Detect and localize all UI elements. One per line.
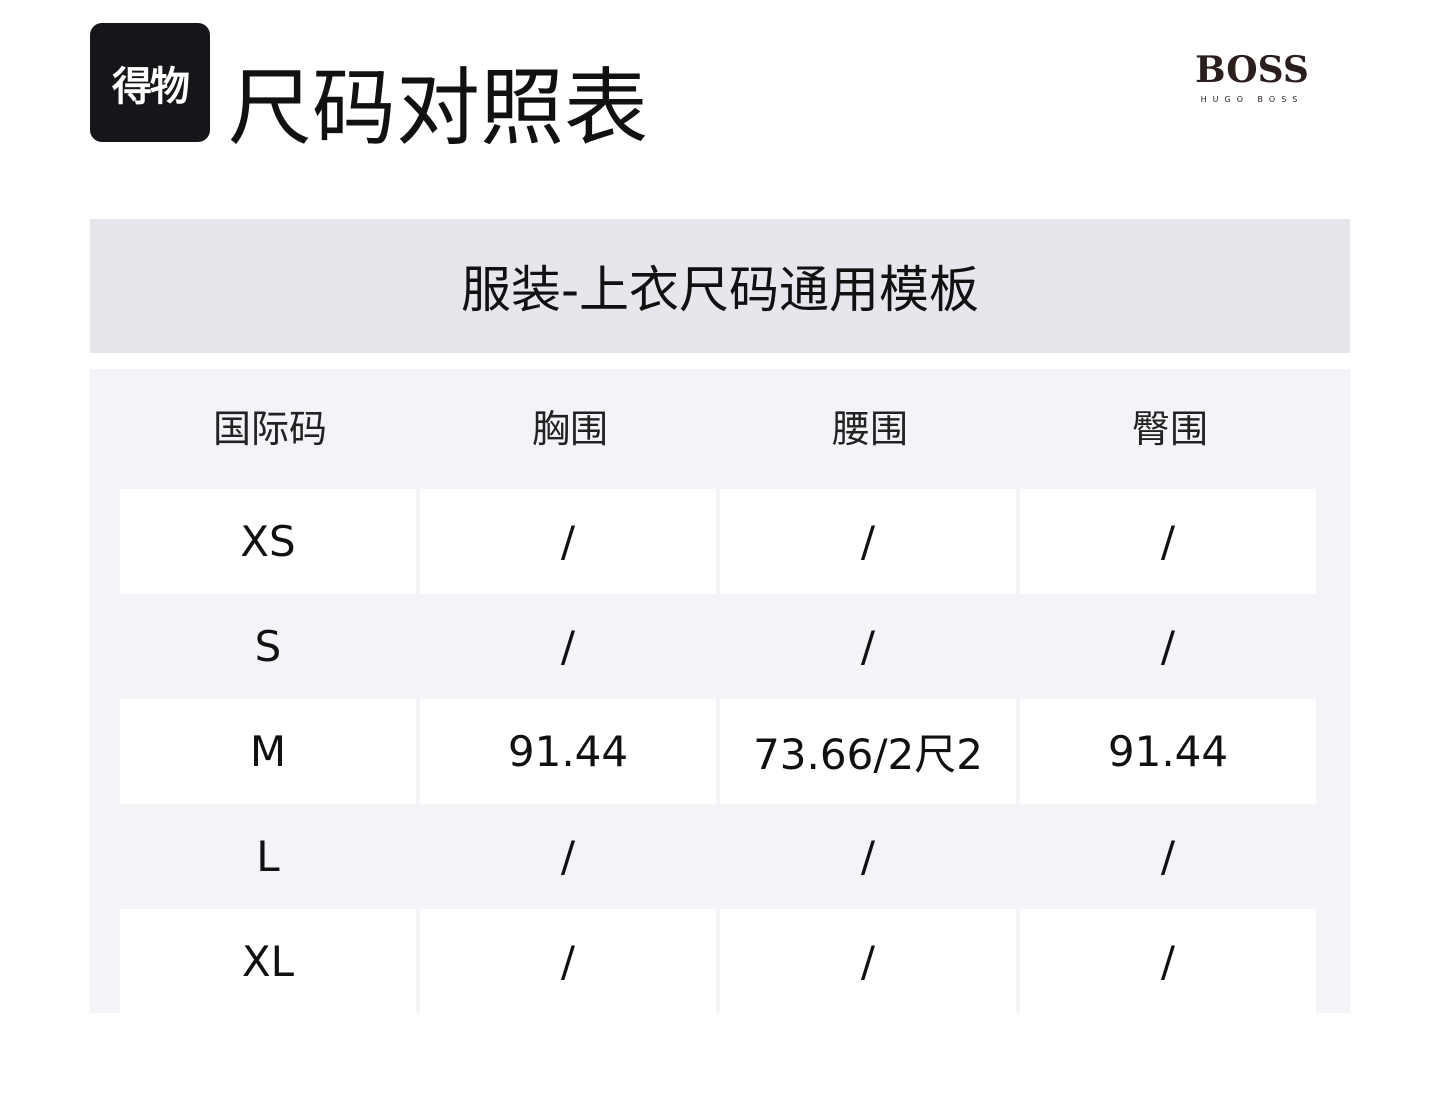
- table-cell: /: [420, 909, 716, 1013]
- table-row: M 91.44 73.66/2尺2 91.44: [120, 699, 1320, 804]
- table-row: XL / / /: [120, 909, 1320, 1013]
- table-row: L / / /: [120, 804, 1320, 909]
- header-chest: 胸围: [531, 407, 608, 451]
- brand-sub: HUGO BOSS: [1200, 95, 1304, 104]
- table-cell: /: [1020, 489, 1316, 594]
- table-cell: 91.44: [1020, 699, 1316, 804]
- header-intl-size: 国际码: [212, 407, 327, 451]
- table-cell: /: [720, 909, 1016, 1013]
- size-table: 国际码 胸围 腰围 臀围 XS / / / S / / / M 91.44 73.66/2尺2 91.…: [90, 369, 1350, 1013]
- table-cell: /: [1160, 832, 1176, 881]
- table-cell: /: [860, 622, 876, 671]
- header-waist: 腰围: [831, 407, 908, 451]
- table-cell: /: [860, 832, 876, 881]
- template-title: 服装-上衣尺码通用模板: [90, 219, 1350, 353]
- table-header: 国际码 胸围 腰围 臀围: [120, 369, 1320, 489]
- table-cell: /: [560, 832, 576, 881]
- dewu-logo: 得物: [90, 23, 210, 142]
- table-cell: /: [1020, 909, 1316, 1013]
- table-cell: XS: [120, 489, 416, 594]
- table-cell: M: [120, 699, 416, 804]
- table-cell: XL: [120, 909, 416, 1013]
- table-cell: /: [1160, 622, 1176, 671]
- table-cell: /: [560, 622, 576, 671]
- page-title: 尺码对照表: [228, 59, 649, 157]
- table-cell: L: [256, 832, 280, 881]
- table-cell: /: [420, 489, 716, 594]
- table-row: S / / /: [120, 594, 1320, 699]
- header-hip: 臀围: [1131, 407, 1208, 451]
- table-cell: /: [720, 489, 1016, 594]
- table-cell: 73.66/2尺2: [720, 699, 1016, 804]
- table-row: XS / / /: [120, 489, 1320, 594]
- boss-logo: BOSS HUGO BOSS: [1182, 48, 1322, 106]
- table-cell: 91.44: [420, 699, 716, 804]
- table-cell: S: [254, 622, 282, 671]
- brand-name: BOSS: [1195, 49, 1309, 91]
